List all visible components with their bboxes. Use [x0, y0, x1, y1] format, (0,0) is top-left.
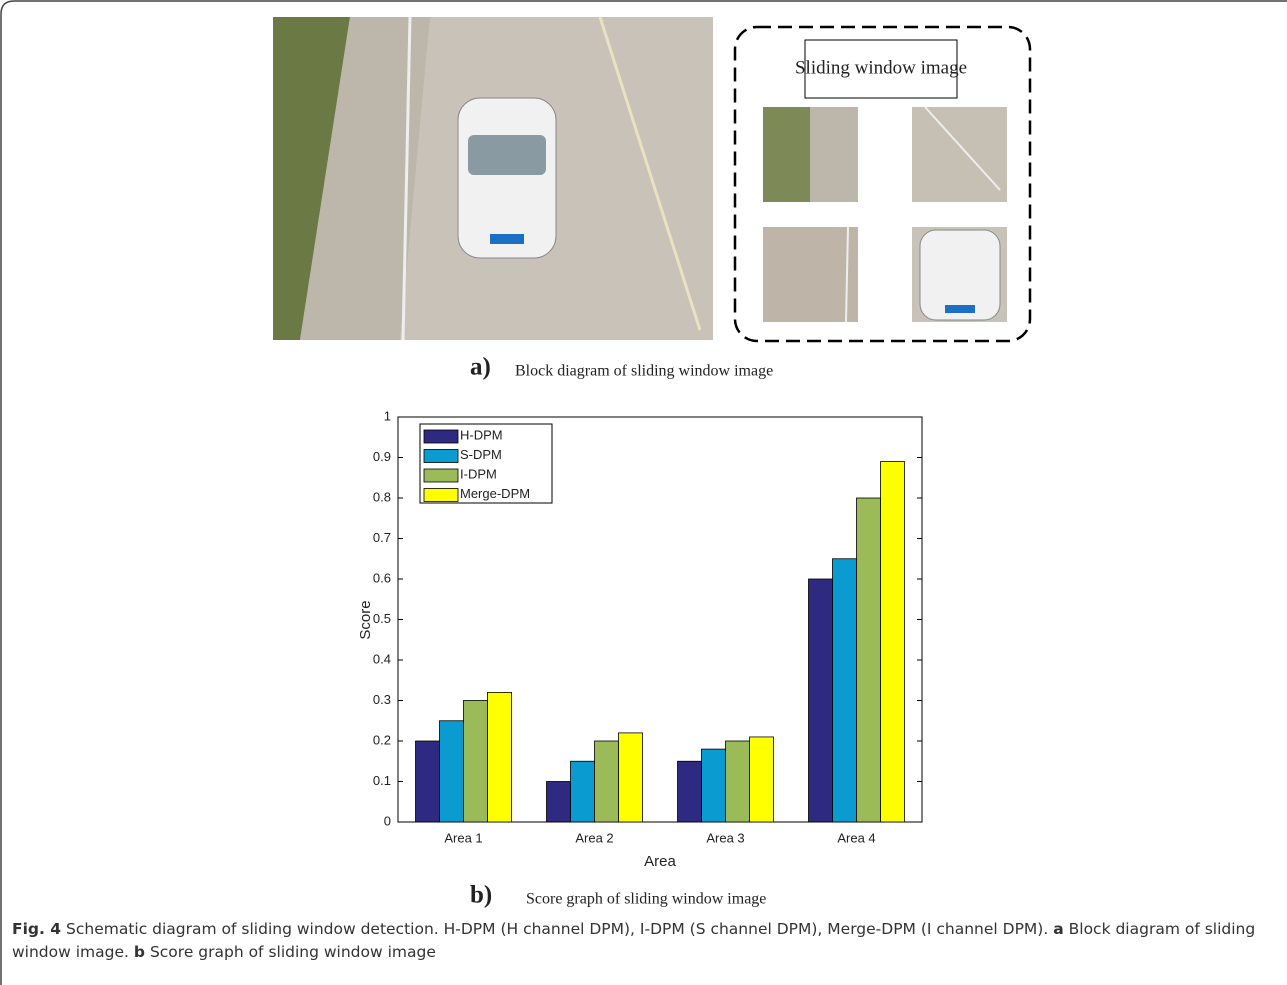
y-tick-label: 0.8 — [373, 489, 391, 504]
y-tick-label: 0.1 — [373, 773, 391, 788]
caption-a: a — [1053, 920, 1063, 938]
x-tick-label: Area 3 — [706, 830, 744, 845]
window-title: Sliding window image — [795, 57, 967, 78]
caption: Fig. 4 Schematic diagram of sliding wind… — [12, 918, 1274, 964]
legend-label: S-DPM — [460, 447, 502, 462]
bar — [416, 741, 440, 822]
panel-text: Block diagram of sliding window image — [515, 363, 773, 380]
caption-text: Schematic diagram of sliding window dete… — [66, 920, 1048, 938]
legend-label: Merge-DPM — [460, 486, 530, 501]
road-photo — [273, 17, 713, 340]
bar — [488, 692, 512, 822]
y-axis-label: Score — [357, 600, 374, 639]
caption-fig: Fig. 4 — [12, 920, 61, 938]
y-tick-label: 0.6 — [373, 570, 391, 585]
bar — [833, 559, 857, 822]
y-tick-label: 0 — [384, 813, 391, 828]
x-tick-label: Area 4 — [837, 830, 875, 845]
y-tick-label: 1 — [384, 408, 391, 423]
bar — [881, 462, 905, 822]
y-tick-label: 0.7 — [373, 530, 391, 545]
bar — [702, 749, 726, 822]
thumbnails — [763, 107, 1007, 322]
x-tick-label: Area 1 — [444, 830, 482, 845]
legend-swatch — [424, 469, 458, 482]
x-tick-label: Area 2 — [575, 830, 613, 845]
bar — [547, 782, 571, 823]
caption-b: b — [134, 943, 145, 961]
bar — [595, 741, 619, 822]
y-tick-label: 0.2 — [373, 732, 391, 747]
y-tick-label: 0.5 — [373, 611, 391, 626]
bar — [464, 701, 488, 823]
y-tick-label: 0.4 — [373, 651, 391, 666]
caption-text: Score graph of sliding window image — [150, 943, 436, 961]
figure: Sliding window image a) Block diagram of… — [0, 0, 1287, 985]
bar — [750, 737, 774, 822]
legend-swatch — [424, 489, 458, 502]
legend-swatch — [424, 450, 458, 463]
legend-swatch — [424, 430, 458, 443]
legend-label: I-DPM — [460, 466, 497, 481]
bar — [571, 761, 595, 822]
bar — [678, 761, 702, 822]
bar — [857, 498, 881, 822]
panel-label: b) — [470, 882, 492, 909]
x-axis-label: Area — [644, 853, 676, 870]
bar — [726, 741, 750, 822]
legend-label: H-DPM — [460, 427, 503, 442]
panel-text: Score graph of sliding window image — [526, 891, 766, 908]
panel-label: a) — [470, 354, 491, 381]
y-tick-label: 0.9 — [373, 449, 391, 464]
page: Sliding window image a) Block diagram of… — [0, 0, 1287, 985]
bar — [440, 721, 464, 822]
bar — [809, 579, 833, 822]
y-tick-label: 0.3 — [373, 692, 391, 707]
bar — [619, 733, 643, 822]
